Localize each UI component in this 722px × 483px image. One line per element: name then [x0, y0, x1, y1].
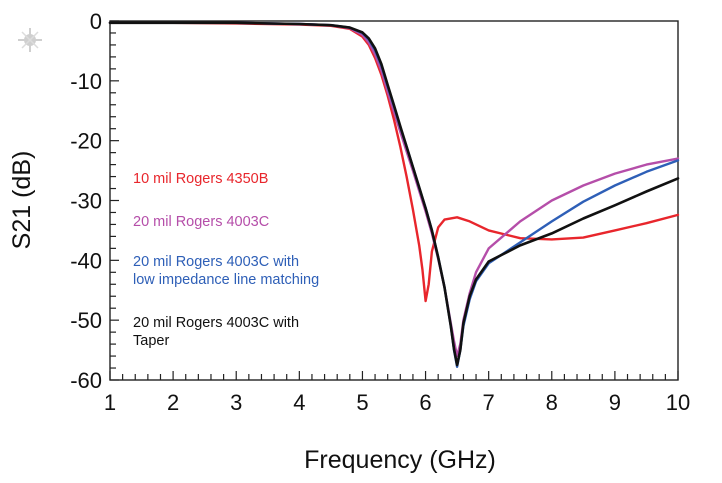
y-tick-label: -10 — [70, 69, 102, 94]
legend: 10 mil Rogers 4350B 20 mil Rogers 4003C 20… — [133, 171, 319, 349]
x-tick-label: 2 — [167, 390, 179, 415]
axis-ticks — [109, 20, 679, 381]
y-tick-label: -30 — [70, 189, 102, 214]
y-axis-title: S21 (dB) — [8, 151, 36, 250]
x-tick-label: 3 — [230, 390, 242, 415]
y-tick-label: 0 — [90, 9, 102, 34]
x-tick-label: 5 — [356, 390, 368, 415]
y-tick-label: -20 — [70, 129, 102, 154]
legend-entry-1: 10 mil Rogers 4350B — [133, 171, 268, 187]
x-tick-label: 8 — [546, 390, 558, 415]
legend-entry-3: 20 mil Rogers 4003C with — [133, 254, 299, 270]
y-tick-label: -60 — [70, 368, 102, 393]
legend-entry-4: 20 mil Rogers 4003C with — [133, 315, 299, 331]
x-tick-label: 7 — [483, 390, 495, 415]
legend-entry-4: Taper — [133, 333, 169, 349]
decorative-sparkle-icon — [18, 28, 42, 52]
x-tick-label: 10 — [666, 390, 690, 415]
x-tick-label: 1 — [104, 390, 116, 415]
y-tick-label: -50 — [70, 308, 102, 333]
axis-tick-labels: 1 2 3 4 5 6 7 8 9 10 0 -10 -20 -30 -40 -50 -60 — [70, 9, 690, 415]
x-axis-title: Frequency (GHz) — [304, 446, 496, 474]
data-series — [108, 21, 680, 368]
legend-entry-3: low impedance line matching — [133, 272, 319, 288]
x-tick-label: 9 — [609, 390, 621, 415]
series-line-4 — [108, 21, 680, 367]
x-tick-label: 6 — [419, 390, 431, 415]
y-tick-label: -40 — [70, 248, 102, 273]
x-tick-label: 4 — [293, 390, 305, 415]
legend-entry-2: 20 mil Rogers 4003C — [133, 214, 269, 230]
